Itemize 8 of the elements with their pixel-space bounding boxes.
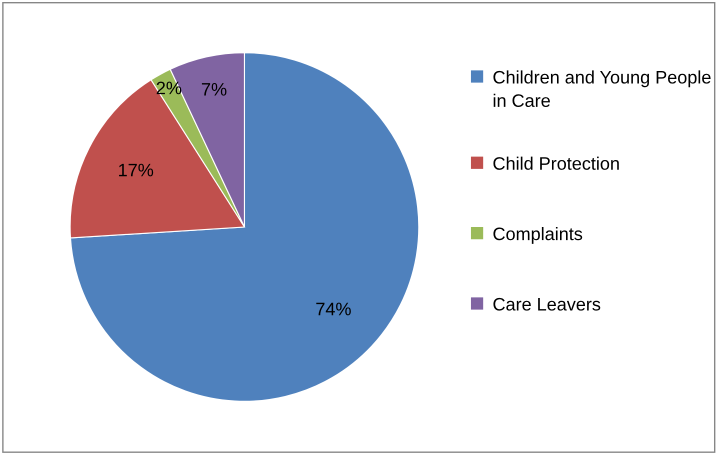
legend-label: Child Protection xyxy=(493,156,619,170)
data-label: 7% xyxy=(202,83,226,96)
legend-label: Children and Young People in Care xyxy=(493,70,711,108)
legend-label: Care Leavers xyxy=(493,298,600,311)
data-label: 17% xyxy=(119,164,154,176)
data-label: 74% xyxy=(316,302,351,316)
pie-slice xyxy=(70,52,420,402)
legend-label: Complaints xyxy=(493,227,582,244)
